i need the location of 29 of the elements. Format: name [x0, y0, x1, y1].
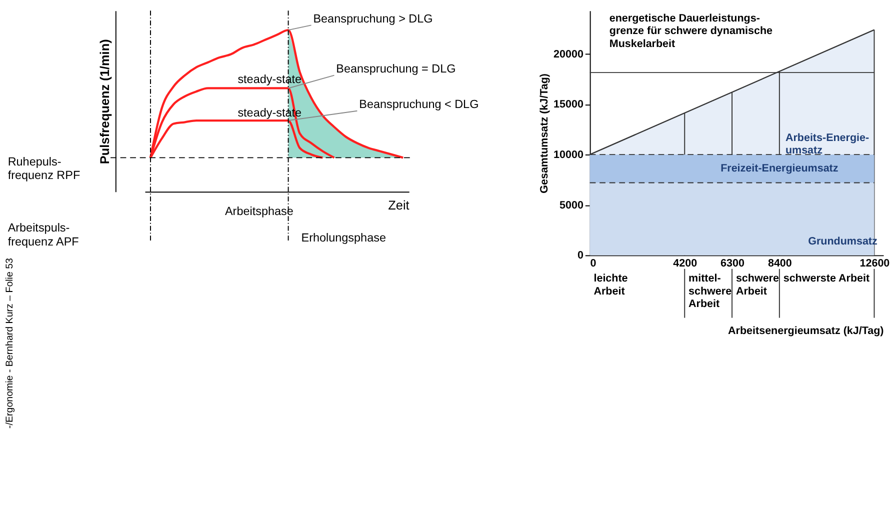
text: Erholungsphase	[301, 232, 386, 245]
text: Arbeitspuls- frequenz APF	[8, 222, 79, 248]
text: schwere Arbeit	[736, 272, 779, 298]
x-tick-label: 6300	[720, 257, 744, 270]
ref-line-label: energetische Dauerleistungs- grenze für schwere dynamische Muskelarbeit	[609, 12, 773, 50]
text: Beanspruchung > DLG	[313, 12, 433, 26]
y-tick-label: 10000	[554, 148, 584, 161]
y-axis-title: Gesamtumsatz (kJ/Tag)	[538, 73, 551, 194]
x-tick-label: 8400	[768, 257, 792, 270]
y-tick-label: 15000	[554, 98, 584, 111]
text: Beanspruchung = DLG	[336, 62, 456, 76]
y-tick-label: 20000	[554, 48, 584, 60]
text: Beanspruchung < DLG	[359, 98, 479, 111]
ref-line-label: Ruhepuls- frequenz RPF	[8, 156, 80, 182]
annotation: steady-state	[238, 73, 302, 86]
annotation: Arbeits-Energie- umsatz	[785, 132, 870, 156]
y-axis-title: Pulsfrequenz (1/min)	[97, 39, 112, 164]
text: schwerste Arbeit	[783, 272, 870, 285]
band-label: Freizeit-Energieumsatz	[720, 162, 838, 175]
x-axis-title: Arbeitsenergieumsatz (kJ/Tag)	[728, 324, 884, 337]
x-tick-label: 12600	[860, 257, 890, 270]
x-tick-label: 4200	[673, 257, 698, 270]
text: mittel- schwere Arbeit	[688, 272, 732, 310]
y-tick-label: 5000	[560, 199, 584, 212]
x-axis-title: Zeit	[388, 198, 410, 213]
x-tick-label: 0	[590, 257, 596, 270]
text: -/Ergonomie - Bernhard Kurz – Folie 53	[4, 258, 16, 428]
text: leichte Arbeit	[594, 272, 628, 298]
text: Arbeitsphase	[224, 205, 294, 218]
